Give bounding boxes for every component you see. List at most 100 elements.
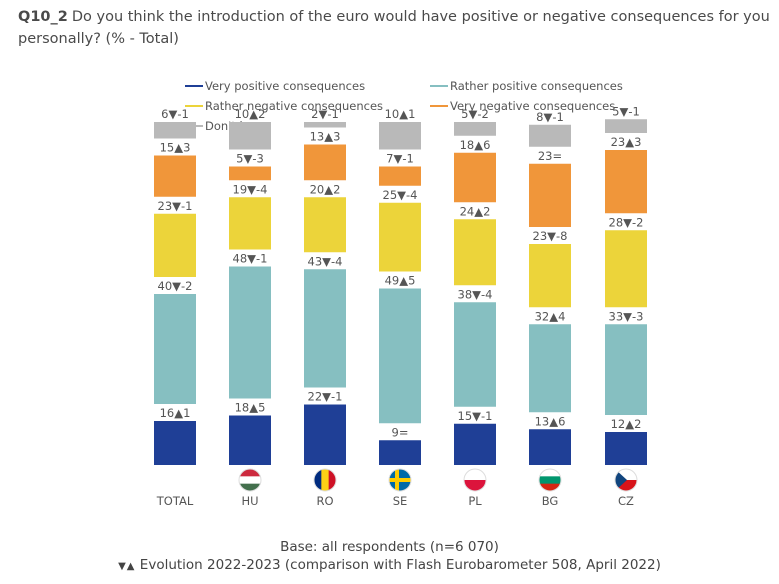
legend-swatch: [185, 105, 203, 107]
data-label: 33▼-3: [609, 309, 644, 323]
data-label: 48▼-1: [233, 252, 268, 266]
data-label: 10▲1: [385, 107, 416, 121]
category-label: CZ: [618, 494, 634, 508]
flag-stripe: [464, 480, 486, 491]
question-text: Do you think the introduction of the eur…: [18, 9, 770, 47]
data-label: 7▼-1: [386, 152, 414, 166]
data-label: 15▲3: [160, 141, 191, 155]
flag-stripe: [615, 480, 637, 491]
bar-segment: [529, 124, 571, 147]
bar-segment: [454, 122, 496, 136]
data-label: 23▼-1: [158, 199, 193, 213]
legend-item-very-positive: Very positive consequences: [185, 79, 365, 93]
data-label: 6▼-1: [161, 107, 189, 121]
evolution-text: Evolution 2022-2023 (comparison with Fla…: [139, 557, 661, 573]
data-label: 5▼-2: [461, 107, 489, 121]
bar-segment: [605, 324, 647, 415]
data-label: 43▼-4: [308, 254, 343, 268]
bar-segment: [529, 163, 571, 227]
flag-stripe: [328, 469, 336, 491]
data-label: 28▼-2: [609, 215, 644, 229]
data-label: 18▲5: [235, 401, 266, 415]
bar-segment: [379, 440, 421, 465]
legend-item-rather-negative: Rather negative consequences: [185, 99, 383, 113]
bar-segment: [454, 423, 496, 465]
data-label: 23=: [538, 149, 562, 163]
data-label: 2▼-1: [311, 107, 339, 121]
legend-label: Rather positive consequences: [450, 79, 623, 93]
data-label: 16▲1: [160, 406, 191, 420]
bar-segment: [454, 302, 496, 407]
flag-ring: [614, 468, 638, 492]
bar-segment: [154, 155, 196, 197]
legend-swatch: [185, 85, 203, 87]
czechia-flag-icon: [615, 469, 637, 491]
bar-segment: [379, 166, 421, 186]
poland-flag-icon: [464, 469, 486, 491]
data-label: 40▼-2: [158, 279, 193, 293]
bar-segment: [605, 230, 647, 308]
romania-flag-icon: [314, 469, 336, 491]
category-label: PL: [468, 494, 482, 508]
bar-segment: [304, 269, 346, 388]
evolution-triangles-icon: ▼▲: [118, 561, 136, 572]
bar-segment: [379, 122, 421, 150]
bar-segment: [154, 294, 196, 404]
flag-stripe: [615, 469, 637, 481]
category-label: RO: [316, 494, 333, 508]
sweden-flag-icon: [389, 469, 411, 491]
flag-ring: [313, 468, 337, 492]
category-label: SE: [393, 494, 408, 508]
hungary-flag-icon: [239, 469, 261, 491]
category-label: BG: [542, 494, 559, 508]
data-label: 49▲5: [385, 274, 416, 288]
bulgaria-flag-icon: [539, 469, 561, 491]
data-label: 18▲6: [460, 138, 491, 152]
bar-segment: [529, 244, 571, 308]
flag-stripe: [314, 469, 322, 491]
data-label: 19▼-4: [233, 182, 268, 196]
bar-segment: [304, 144, 346, 181]
data-label: 38▼-4: [458, 287, 493, 301]
bar-segment: [605, 150, 647, 214]
bar-segment: [379, 288, 421, 424]
bar-segment: [454, 219, 496, 286]
category-label: TOTAL: [156, 494, 194, 508]
bar-segment: [304, 197, 346, 253]
bar-segment: [529, 429, 571, 465]
data-label: 24▲2: [460, 204, 491, 218]
data-label: 32▲4: [535, 309, 566, 323]
legend-label: Very positive consequences: [205, 79, 366, 93]
legend-label: Very negative consequences: [450, 99, 616, 113]
data-label: 23▼-8: [533, 229, 568, 243]
data-label: 13▲6: [535, 414, 566, 428]
data-label: 5▼-1: [612, 104, 640, 118]
legend-item-rather-positive: Rather positive consequences: [430, 79, 623, 93]
data-label: 10▲2: [235, 107, 266, 121]
bar-segment: [379, 202, 421, 272]
data-label: 9=: [392, 425, 409, 439]
bar-segment: [229, 415, 271, 465]
data-label: 13▲3: [310, 130, 341, 144]
evolution-note: ▼▲ Evolution 2022-2023 (comparison with …: [0, 557, 779, 573]
data-label: 8▼-1: [536, 110, 564, 124]
flag-stripe: [539, 483, 561, 491]
data-label: 5▼-3: [236, 152, 264, 166]
data-label: 22▼-1: [308, 390, 343, 404]
data-label: 15▼-1: [458, 409, 493, 423]
legend-swatch: [430, 105, 448, 107]
bar-segment: [304, 404, 346, 465]
flag-stripe: [321, 469, 330, 491]
data-label: 12▲2: [611, 417, 642, 431]
flag-ring: [538, 468, 562, 492]
bar-segment: [229, 266, 271, 399]
bar-segment: [154, 213, 196, 277]
bar-segment: [529, 324, 571, 413]
bar-segment: [304, 122, 346, 128]
legend-label: Rather negative consequences: [205, 99, 384, 113]
flag-stripe: [539, 476, 561, 485]
chart-title: Q10_2 Do you think the introduction of th…: [18, 6, 773, 50]
data-label: 25▼-4: [383, 188, 418, 202]
flag-stripe: [239, 483, 261, 491]
bar-segment: [229, 166, 271, 181]
